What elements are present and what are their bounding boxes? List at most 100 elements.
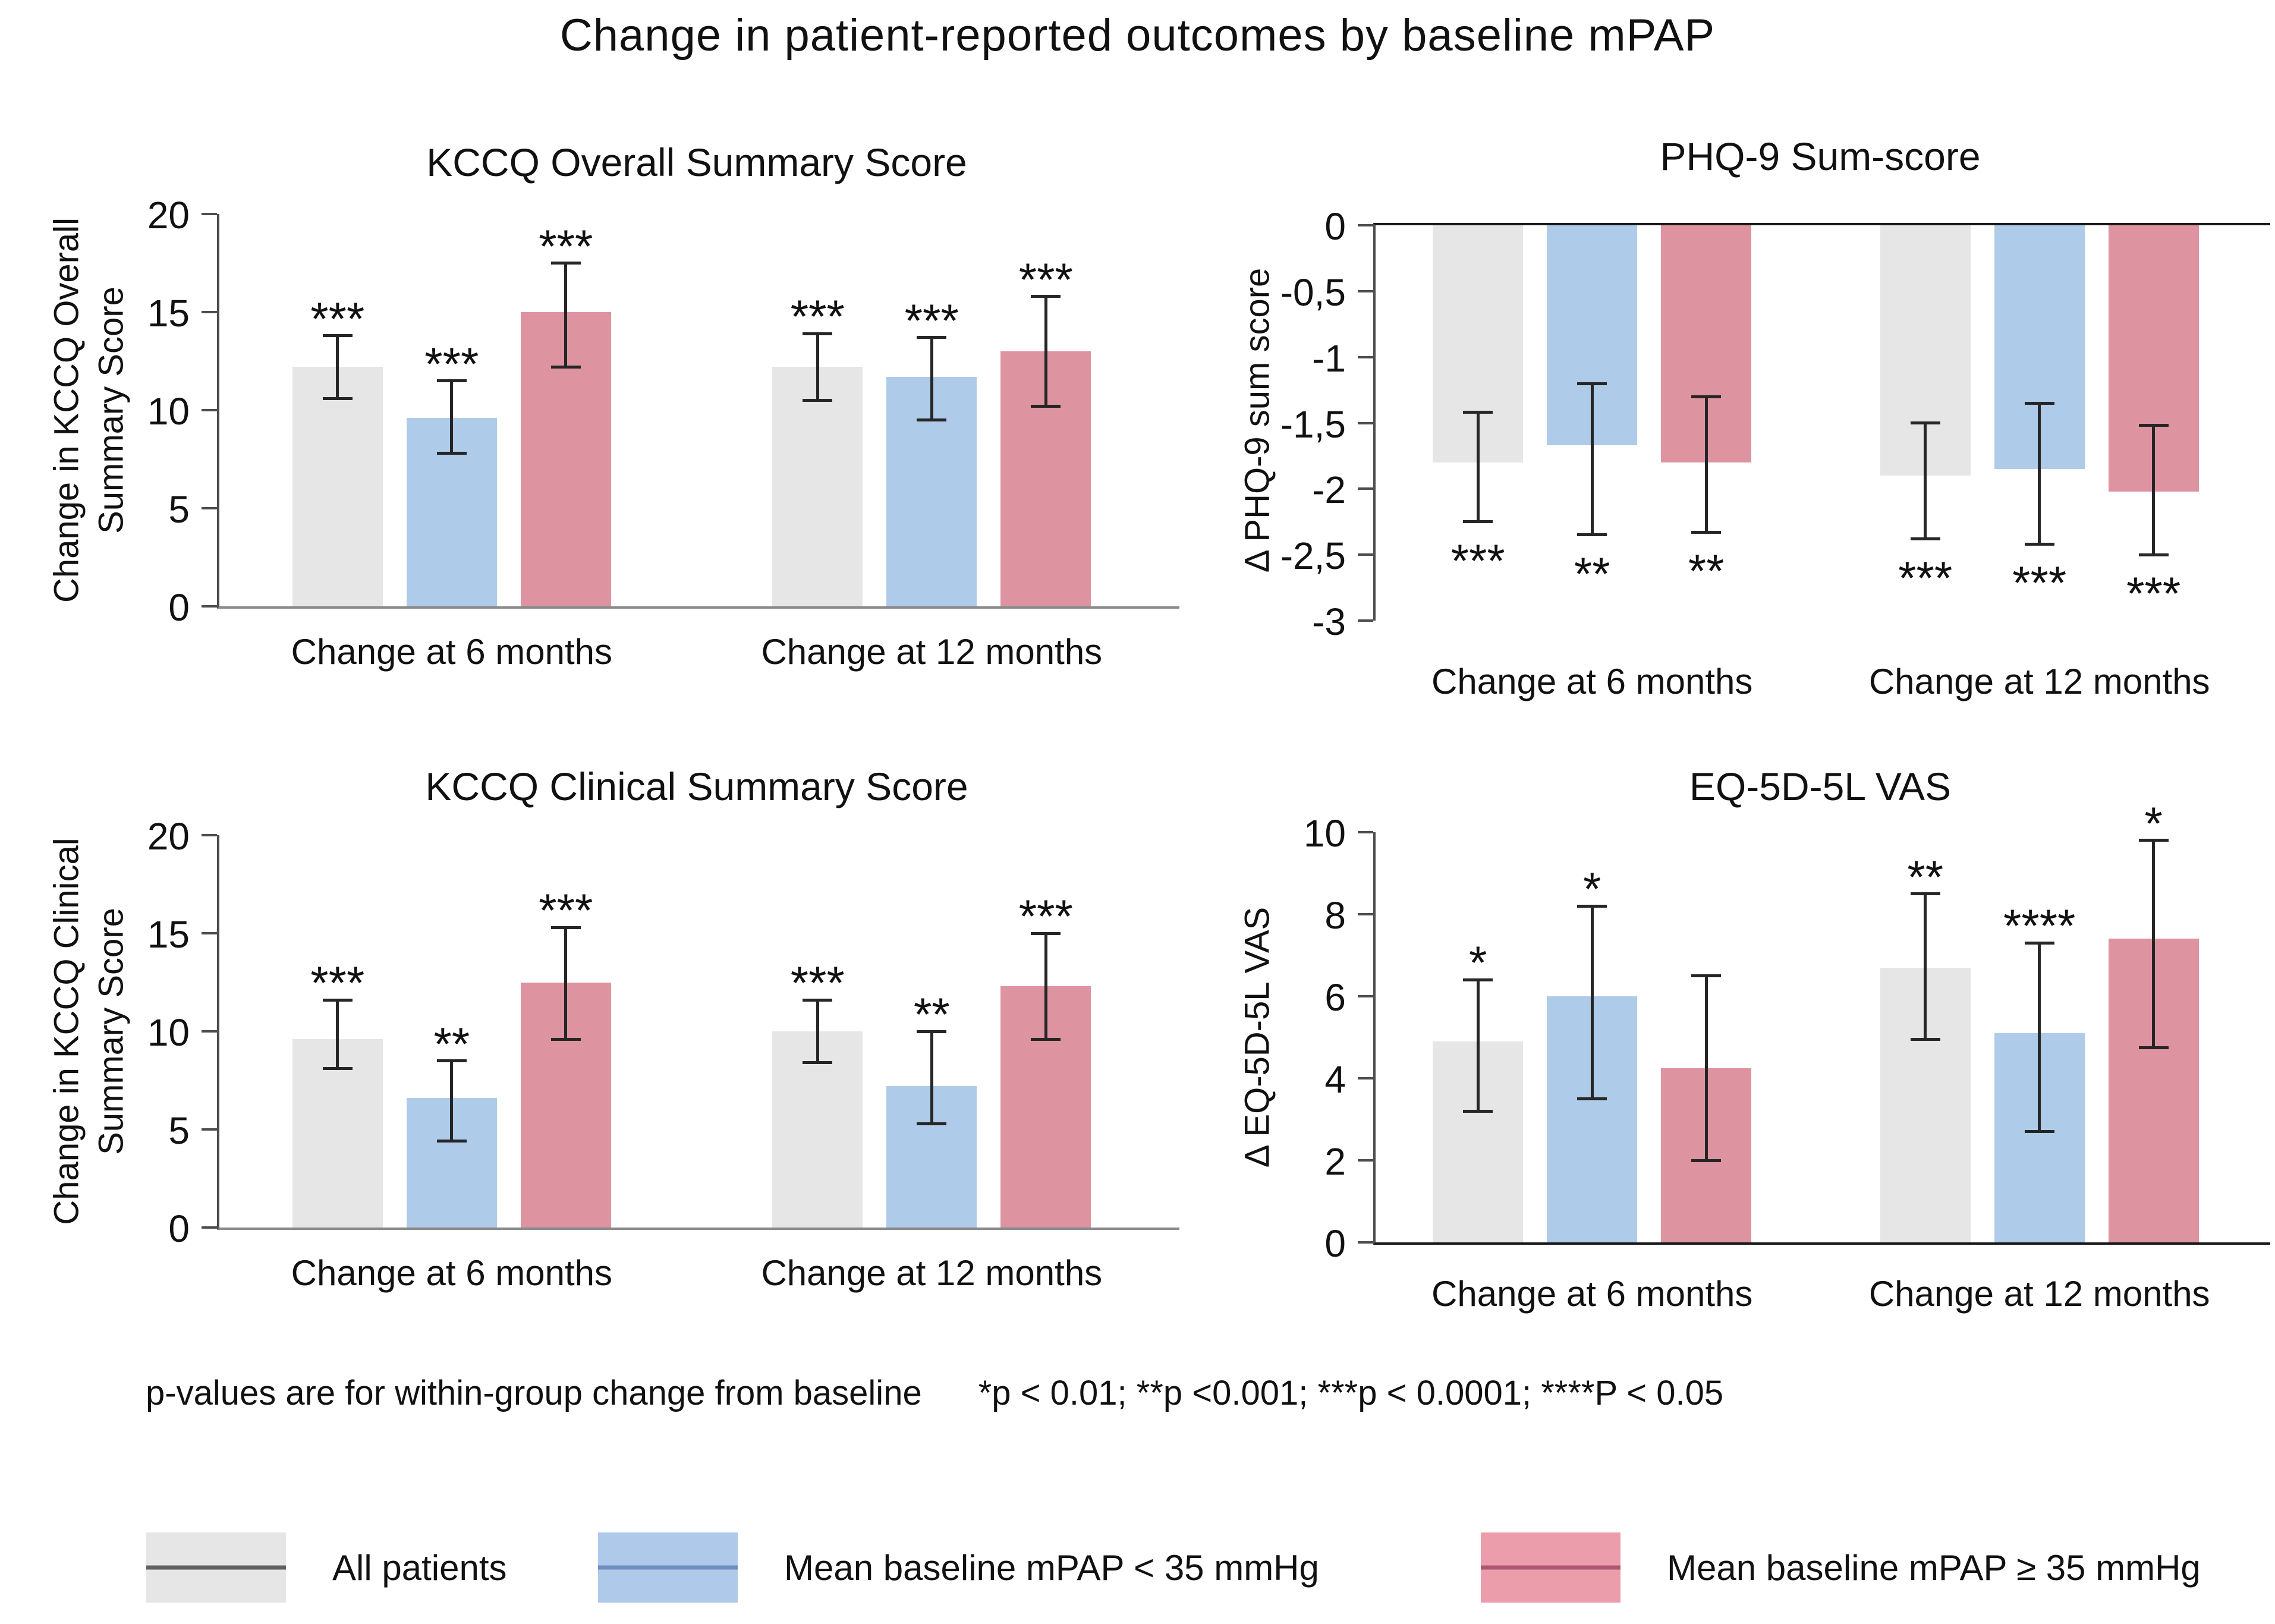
error-bar-cap <box>1031 1037 1061 1041</box>
y-tick-label: -2,5 <box>1280 534 1346 578</box>
significance-stars: ** <box>913 988 950 1040</box>
error-bar <box>1704 396 1708 533</box>
panel-kccq-clinical: KCCQ Clinical Summary Score Change in KC… <box>36 764 1183 1358</box>
bar-series-0-group-0 <box>292 367 383 606</box>
y-tick-label: 0 <box>1324 1222 1346 1265</box>
error-bar-cap <box>1910 892 1940 895</box>
error-bar-cap <box>322 396 353 400</box>
error-bar <box>564 263 568 367</box>
y-tick-label: 2 <box>1324 1140 1346 1183</box>
error-bar <box>1590 383 1594 535</box>
error-bar <box>816 333 819 401</box>
y-tick-mark <box>1358 831 1373 833</box>
legend-label-mpap-lt35: Mean baseline mPAP < 35 mmHg <box>784 1547 1319 1588</box>
y-tick-label: 5 <box>168 1109 190 1152</box>
y-tick-mark <box>1358 1159 1373 1162</box>
y-tick-label: -1 <box>1312 336 1346 380</box>
significance-stars: * <box>1469 936 1487 989</box>
error-bar <box>336 1000 339 1069</box>
error-bar-cap <box>1463 1109 1493 1113</box>
error-bar <box>1476 980 1480 1112</box>
y-tick-label: -3 <box>1312 600 1346 643</box>
error-bar <box>1704 975 1708 1160</box>
legend-swatch-all-patients <box>146 1532 286 1603</box>
y-tick-label: -2 <box>1312 468 1346 512</box>
significance-stars: *** <box>1898 551 1953 604</box>
error-bar <box>1590 906 1594 1099</box>
figure-title: Change in patient-reported outcomes by b… <box>559 10 1716 61</box>
y-axis-label-eq5d: Δ EQ-5D-5L VAS <box>1238 907 1277 1168</box>
error-bar-cap <box>2138 553 2169 556</box>
error-bar-cap <box>2024 1130 2054 1134</box>
bar-series-0-group-0 <box>292 1039 383 1228</box>
y-tick-mark <box>202 409 217 411</box>
significance-stars: *** <box>2012 556 2067 609</box>
chart-title-eq5d: EQ-5D-5L VAS <box>1689 764 1952 808</box>
significance-stars: *** <box>539 219 593 272</box>
error-bar-cap <box>550 1037 581 1041</box>
y-tick-mark <box>202 932 217 934</box>
y-tick-mark <box>202 605 217 608</box>
error-bar-cap <box>1691 395 1722 398</box>
error-bar-cap <box>1910 421 1940 424</box>
legend-swatch-mpap-ge35 <box>1481 1532 1620 1603</box>
error-bar-cap <box>1463 411 1493 414</box>
error-bar <box>336 335 339 399</box>
x-category-label: Change at 12 months <box>1868 1274 2210 1314</box>
x-category-label: Change at 6 months <box>1431 1274 1753 1314</box>
significance-stars: *** <box>539 884 593 937</box>
x-category-label: Change at 6 months <box>1431 662 1753 701</box>
y-tick-mark <box>1358 421 1373 424</box>
error-bar <box>1924 423 1927 539</box>
footnote-pvalue-key: *p < 0.01; **p <0.001; ***p < 0.0001; **… <box>978 1374 1724 1412</box>
y-tick-mark <box>1358 487 1373 490</box>
y-tick-label: 0 <box>168 1207 190 1250</box>
error-bar <box>564 927 568 1040</box>
y-tick-mark <box>202 1226 217 1229</box>
bar-series-0-group-1 <box>772 367 863 606</box>
error-bar-cap <box>1691 1159 1722 1162</box>
error-bar-cap <box>917 1122 947 1125</box>
significance-stars: * <box>1583 863 1601 915</box>
error-bar <box>1476 412 1480 522</box>
significance-stars: *** <box>790 956 845 1009</box>
error-bar-cap <box>2138 1046 2169 1049</box>
significance-stars: * <box>2144 797 2163 849</box>
legend-item-mpap-ge35: Mean baseline mPAP ≥ 35 mmHg <box>1481 1532 2201 1603</box>
y-tick-mark <box>202 507 217 509</box>
error-bar-cap <box>550 926 581 929</box>
y-tick-mark <box>202 311 217 313</box>
y-tick-label: 10 <box>1303 812 1346 855</box>
significance-stars: ** <box>433 1017 470 1070</box>
error-bar <box>816 1000 819 1063</box>
x-category-label: Change at 12 months <box>1868 662 2210 701</box>
significance-stars: *** <box>1450 534 1505 587</box>
y-tick-mark <box>202 834 217 836</box>
significance-stars: *** <box>790 290 845 343</box>
error-bar-cap <box>803 1061 833 1065</box>
plot-phq9: 0 -0,5 -1 -1,5 -2 -2,5 -3 Change at 6 months ***… <box>1280 207 2270 701</box>
significance-stars: *** <box>424 337 479 390</box>
y-tick-mark <box>1358 553 1373 556</box>
error-bar-cap <box>1691 974 1722 977</box>
legend-swatch-mpap-lt35 <box>598 1532 738 1603</box>
y-tick-label: 8 <box>1324 894 1346 937</box>
legend-label-all-patients: All patients <box>332 1547 507 1588</box>
chart-title-kccq-overall: KCCQ Overall Summary Score <box>426 140 967 184</box>
error-bar-cap <box>322 334 353 338</box>
error-bar <box>450 1060 454 1141</box>
plot-kccq-overall: 20 15 10 5 0 Change at 6 months *** *** *** Chang… <box>147 196 1179 672</box>
legend-swatch-line <box>1481 1565 1620 1570</box>
error-bar-cap <box>322 1067 353 1071</box>
error-bar-cap <box>550 365 581 369</box>
error-bar <box>930 1031 933 1124</box>
error-bar <box>2152 840 2156 1048</box>
y-tick-mark <box>202 1128 217 1131</box>
error-bar-cap <box>2138 839 2169 842</box>
significance-stars: *** <box>310 956 365 1009</box>
error-bar-cap <box>1463 520 1493 524</box>
significance-stars: *** <box>310 292 365 345</box>
significance-stars: *** <box>2126 567 2181 620</box>
y-tick-label: 6 <box>1324 976 1346 1019</box>
